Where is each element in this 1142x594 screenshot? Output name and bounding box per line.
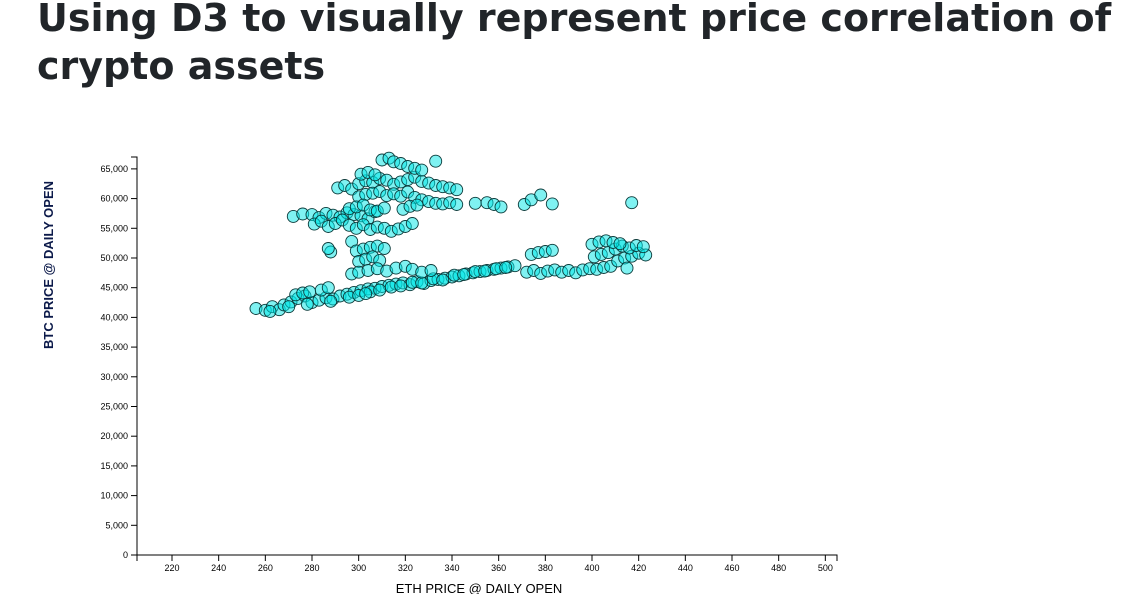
x-axis: 220 240 260 280 300 320 340 360 380 400 420 440 460 4… [136, 554, 838, 573]
data-point [625, 196, 639, 210]
data-point [499, 261, 513, 274]
y-tick-label: 25,000 [100, 401, 128, 411]
data-point [394, 279, 408, 293]
data-point [636, 240, 650, 254]
x-tick-label: 480 [771, 563, 786, 573]
data-point [377, 201, 391, 215]
x-tick-label: 440 [678, 563, 693, 573]
data-point [534, 188, 548, 202]
data-point [457, 268, 471, 282]
x-tick-label: 220 [164, 563, 179, 573]
data-point [377, 242, 391, 255]
data-point [368, 168, 382, 182]
x-tick-label: 240 [211, 563, 226, 573]
x-tick-label: 400 [584, 563, 599, 573]
x-tick-label: 420 [631, 563, 646, 573]
y-tick-label: 30,000 [100, 372, 128, 382]
data-point [450, 183, 464, 197]
data-point [300, 297, 314, 311]
x-tick-label: 300 [351, 563, 366, 573]
x-tick-label: 320 [398, 563, 413, 573]
data-point [263, 304, 277, 318]
y-tick-label: 40,000 [100, 312, 128, 322]
data-point [405, 217, 419, 230]
data-point [321, 242, 335, 255]
y-tick-label: 0 [123, 550, 128, 560]
x-tick-label: 280 [304, 563, 319, 573]
data-point [468, 196, 482, 210]
data-point [415, 276, 429, 290]
data-point [424, 264, 438, 277]
y-tick-label: 50,000 [100, 253, 128, 263]
x-axis-line [136, 554, 838, 561]
data-point [410, 198, 424, 212]
data-point [450, 198, 464, 211]
data-point [429, 154, 443, 168]
data-point [321, 281, 335, 295]
y-tick-label: 55,000 [100, 223, 128, 233]
data-point [282, 300, 296, 314]
data-point [324, 294, 338, 308]
data-point [613, 237, 627, 251]
x-axis-title: ETH PRICE @ DAILY OPEN [396, 581, 563, 594]
y-tick-label: 10,000 [100, 491, 128, 501]
y-axis: 0 5,000 10,000 15,000 20,000 25,000 30,000 35,0… [100, 156, 138, 560]
x-tick-label: 340 [444, 563, 459, 573]
y-tick-label: 5,000 [105, 520, 128, 530]
y-tick-label: 60,000 [100, 194, 128, 204]
data-point [415, 163, 429, 177]
y-tick-label: 15,000 [100, 461, 128, 471]
data-point [545, 197, 559, 211]
x-tick-label: 360 [491, 563, 506, 573]
data-point [373, 283, 387, 297]
y-tick-label: 45,000 [100, 283, 128, 293]
data-point [478, 264, 492, 278]
data-point [620, 261, 634, 275]
x-tick-label: 460 [724, 563, 739, 573]
data-point [303, 285, 317, 299]
data-point [494, 200, 508, 214]
x-tick-label: 500 [818, 563, 833, 573]
x-tick-label: 380 [538, 563, 553, 573]
y-tick-label: 65,000 [100, 164, 128, 174]
data-point [436, 273, 450, 287]
page-title: Using D3 to visually represent price cor… [37, 0, 1112, 88]
data-point [545, 243, 559, 257]
x-tick-label: 260 [258, 563, 273, 573]
y-axis-title: BTC PRICE @ DAILY OPEN [41, 181, 56, 349]
points-layer [249, 151, 653, 318]
data-point [359, 287, 373, 301]
y-tick-label: 20,000 [100, 431, 128, 441]
y-tick-label: 35,000 [100, 342, 128, 352]
